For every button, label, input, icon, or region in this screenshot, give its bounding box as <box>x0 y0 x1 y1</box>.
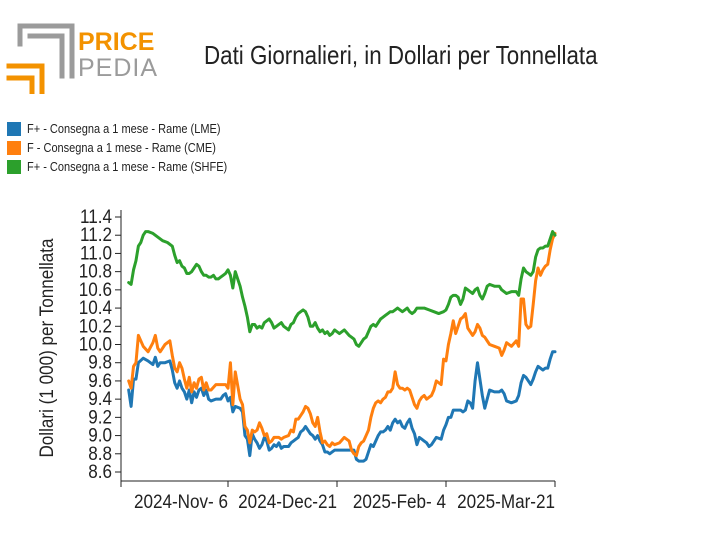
y-tick-label: 8.6 <box>88 461 112 482</box>
logo-word-price: PRICE <box>78 28 154 56</box>
x-axis: 2024-Nov- 6 2024-Dec-21 2025-Feb- 4 2025-Ma… <box>120 480 556 512</box>
y-tick-label: 9.2 <box>88 407 112 428</box>
legend-label-shfe: F+ - Consegna a 1 mese - Rame (SHFE) <box>27 159 228 174</box>
y-tick-label: 10.4 <box>79 297 112 318</box>
logo-mark-gray <box>17 23 75 79</box>
series-group <box>127 230 557 463</box>
legend-swatch-shfe <box>7 159 21 174</box>
legend-item-shfe[interactable]: F+ - Consegna a 1 mese - Rame (SHFE) <box>7 157 255 176</box>
chart-title: Dati Giornalieri, in Dollari per Tonnell… <box>204 40 598 70</box>
legend-label-lme: F+ - Consegna a 1 mese - Rame (LME) <box>27 121 221 136</box>
x-tick-label: 2024-Dec-21 <box>238 491 337 512</box>
y-tick-label: 11.0 <box>80 243 112 264</box>
pricepedia-logo: PRICE PEDIA <box>6 23 158 94</box>
y-tick-label: 9.4 <box>88 388 112 409</box>
legend-swatch-cme <box>7 140 21 155</box>
y-tick-label: 10.2 <box>79 315 112 336</box>
y-tick-label: 8.8 <box>88 443 112 464</box>
y-axis: 11.411.211.010.810.610.410.210.09.89.69.… <box>79 206 122 482</box>
y-axis-label: Dollari (1 000) per Tonnellata <box>36 238 57 458</box>
y-tick-label: 11.2 <box>80 224 112 245</box>
legend-label-cme: F - Consegna a 1 mese - Rame (CME) <box>27 140 216 155</box>
series-line-shfe <box>127 230 557 348</box>
y-tick-label: 9.0 <box>88 425 112 446</box>
y-tick-label: 9.8 <box>88 352 112 373</box>
logo-word-pedia: PEDIA <box>78 54 158 82</box>
x-tick-label: 2025-Mar-21 <box>457 491 555 512</box>
x-tick-label: 2024-Nov- 6 <box>134 491 228 512</box>
chart-legend: F+ - Consegna a 1 mese - Rame (LME) F - … <box>7 119 255 176</box>
y-tick-label: 9.6 <box>88 370 112 391</box>
legend-item-lme[interactable]: F+ - Consegna a 1 mese - Rame (LME) <box>7 119 255 138</box>
logo-mark-orange-inner <box>6 75 35 94</box>
logo-mark-orange <box>6 63 45 94</box>
legend-swatch-lme <box>7 121 21 136</box>
series-line-cme <box>127 231 557 458</box>
legend-item-cme[interactable]: F - Consegna a 1 mese - Rame (CME) <box>7 138 255 157</box>
y-tick-label: 10.0 <box>79 334 112 355</box>
x-tick-label: 2025-Feb- 4 <box>353 491 446 512</box>
y-tick-label: 11.4 <box>80 206 112 227</box>
y-tick-label: 10.8 <box>79 261 112 282</box>
y-tick-label: 10.6 <box>79 279 112 300</box>
series-line-lme <box>127 350 557 463</box>
logo-mark-gray-inner <box>27 33 65 79</box>
